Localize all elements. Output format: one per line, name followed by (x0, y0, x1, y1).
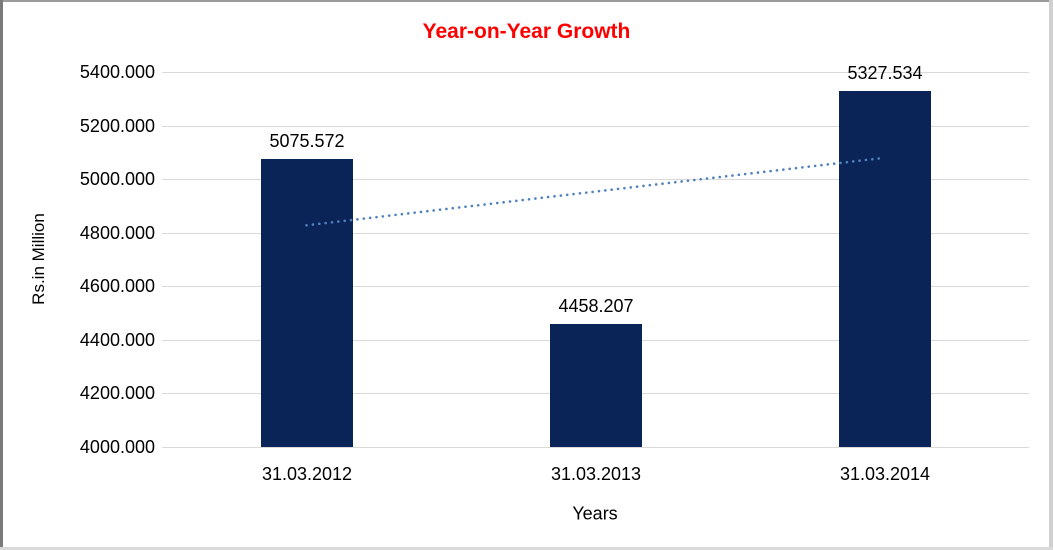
x-axis-title: Years (572, 503, 618, 524)
x-axis-tick-label: 31.03.2013 (550, 464, 642, 484)
frame-border-left (0, 0, 3, 550)
y-axis-tick-label: 4400.000 (79, 330, 155, 350)
data-label: 4458.207 (558, 296, 634, 316)
gridline (162, 126, 1029, 127)
gridline (162, 447, 1029, 448)
y-axis-tick-label: 5400.000 (79, 62, 155, 82)
frame-border-right (1049, 0, 1053, 550)
x-axis-tick-label: 31.03.2012 (261, 464, 353, 484)
y-axis-tick-label: 5000.000 (79, 169, 155, 189)
frame-border-bottom (0, 547, 1053, 550)
gridline (162, 286, 1029, 287)
gridline (162, 233, 1029, 234)
bar-31.03.2012 (261, 159, 353, 447)
y-axis-tick-label: 5200.000 (79, 116, 155, 136)
chart-title: Year-on-Year Growth (422, 20, 631, 43)
y-axis-tick-label: 4800.000 (79, 223, 155, 243)
y-axis-tick-label: 4600.000 (79, 276, 155, 296)
y-axis-tick-label: 4000.000 (79, 437, 155, 457)
x-axis-tick-label: 31.03.2014 (839, 464, 931, 484)
data-label: 5075.572 (269, 131, 345, 151)
data-label: 5327.534 (847, 63, 923, 83)
y-axis-tick-label: 4200.000 (79, 383, 155, 403)
frame-border-top (0, 0, 1053, 2)
bar-31.03.2013 (550, 324, 642, 447)
trendline-segment (305, 156, 886, 227)
bar-31.03.2014 (839, 91, 931, 447)
gridline (162, 72, 1029, 73)
